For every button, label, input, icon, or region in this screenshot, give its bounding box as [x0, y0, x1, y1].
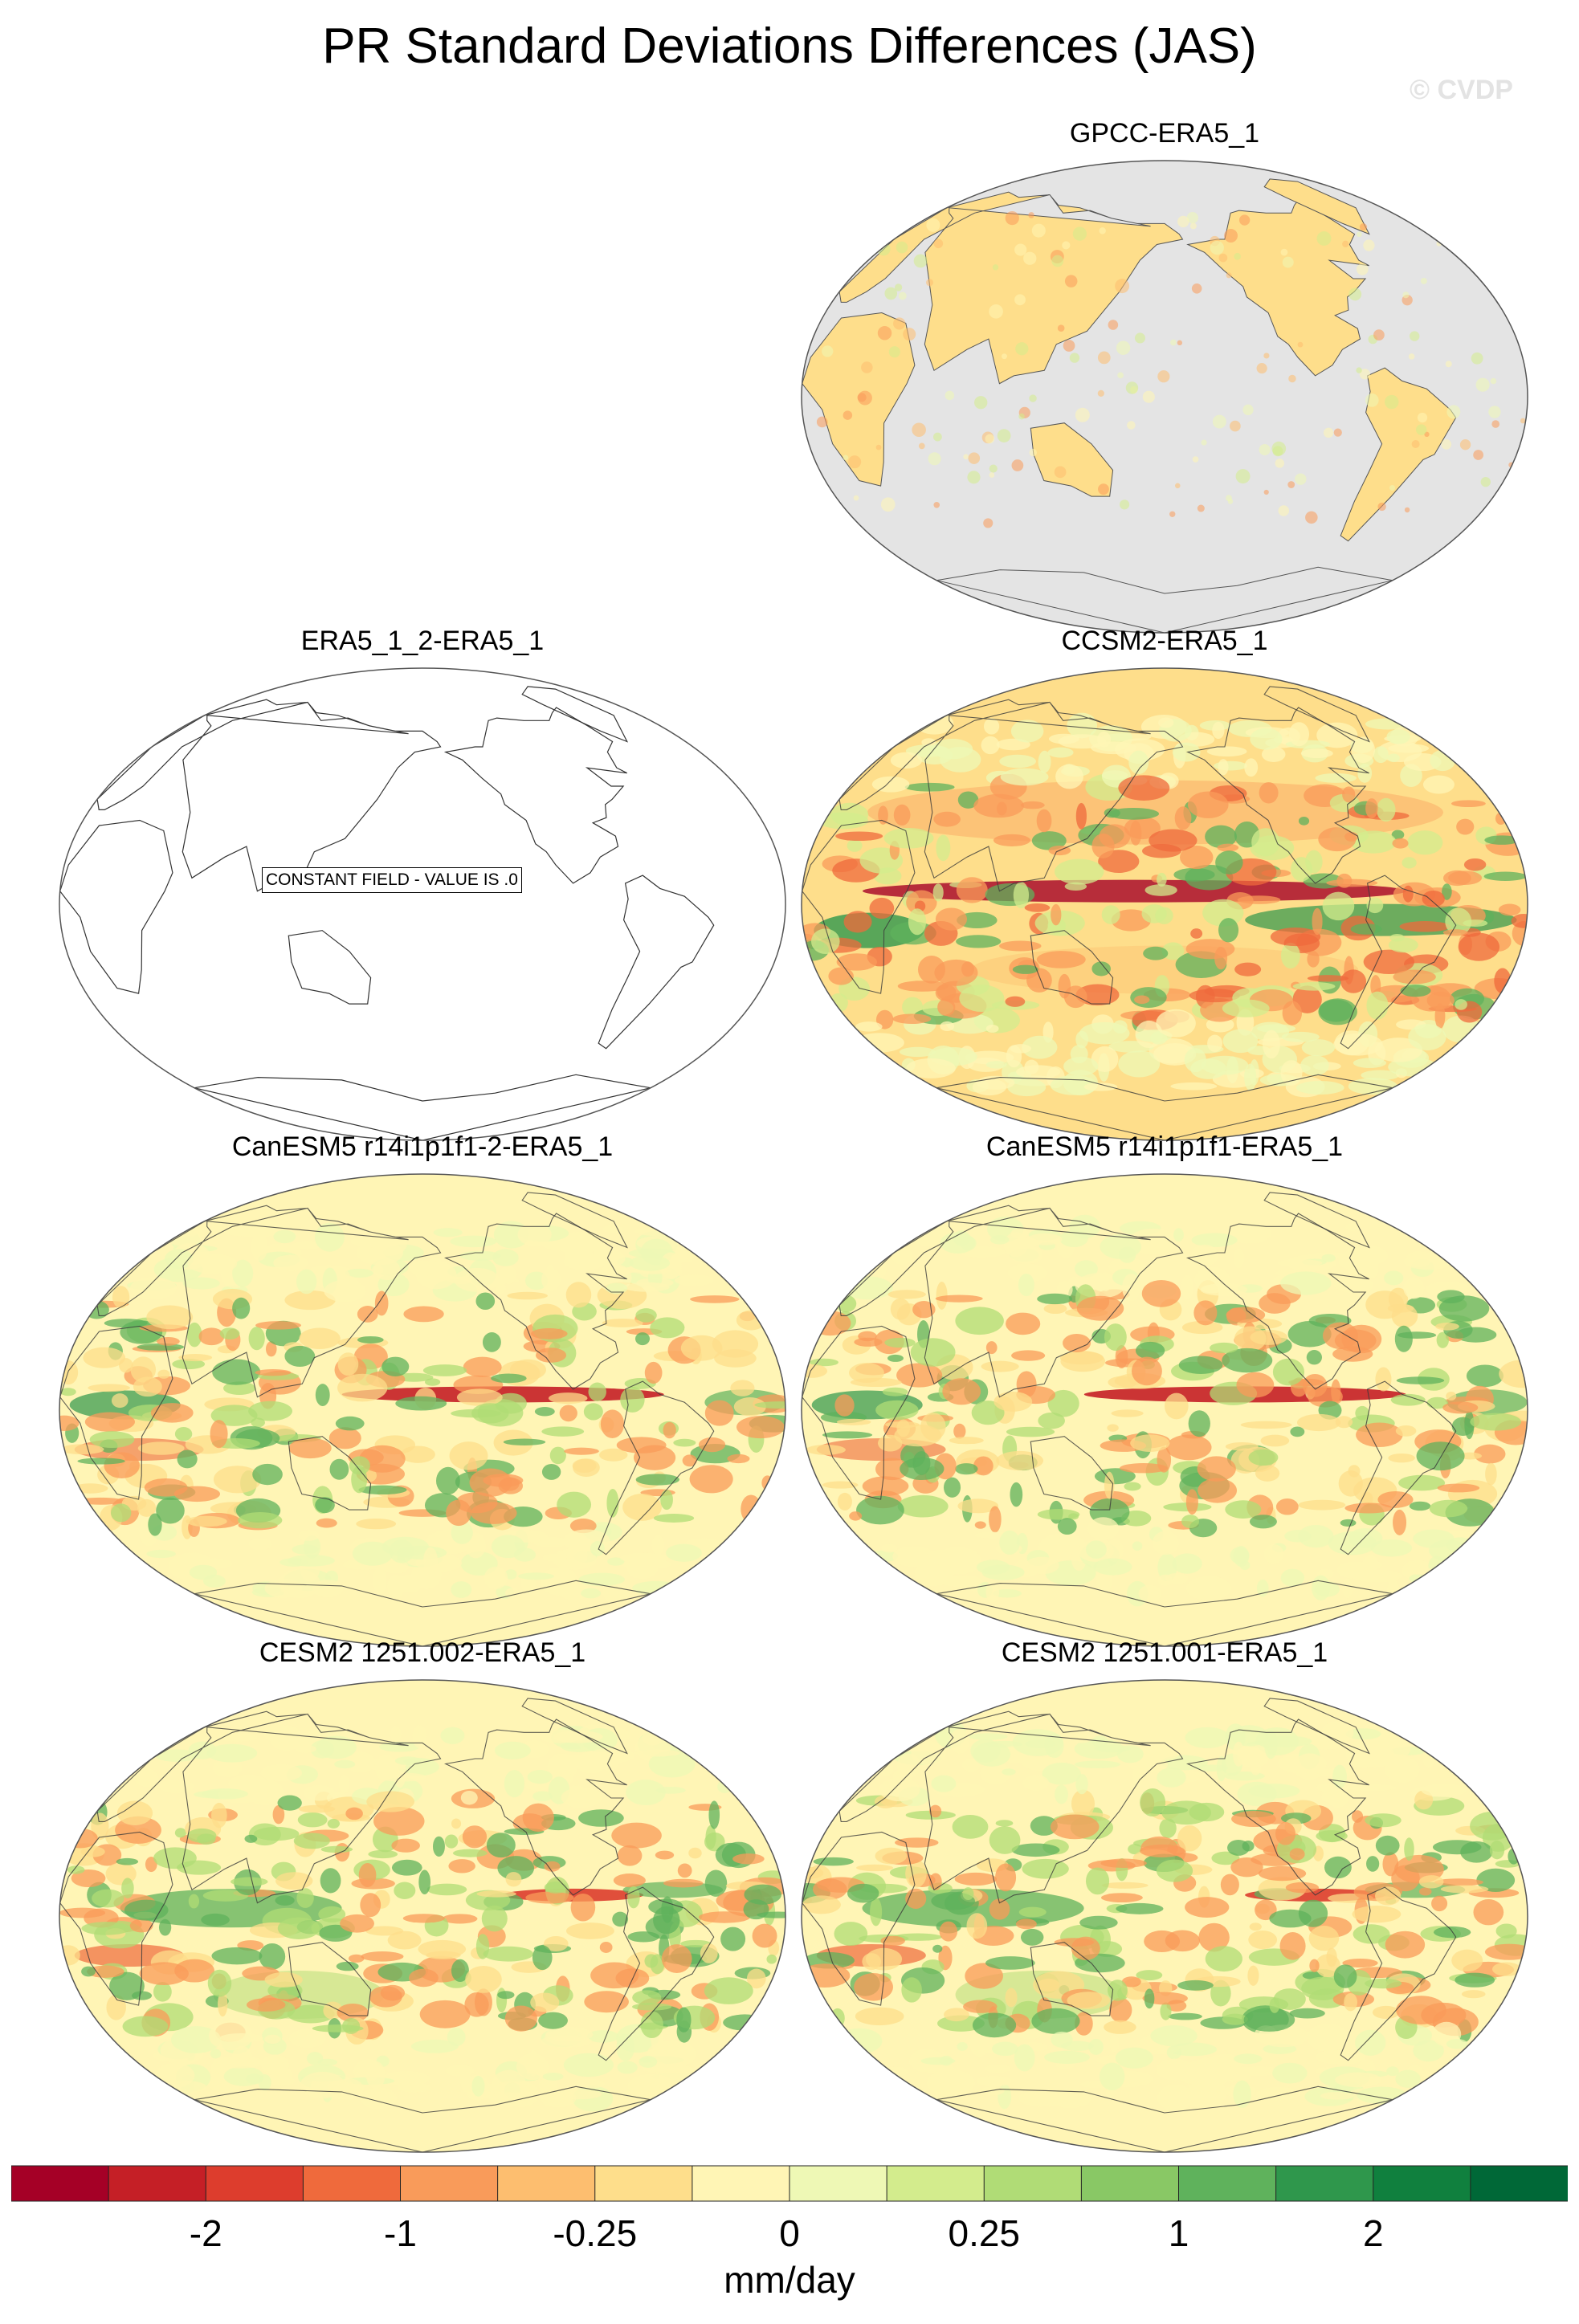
colorbar-swatch [1373, 2165, 1471, 2202]
colorbar-tick-label: 1 [1168, 2212, 1189, 2254]
panel-title: CanESM5 r14i1p1f1-ERA5_1 [985, 1131, 1344, 1162]
colorbar-swatch [886, 2165, 985, 2202]
colorbar-tick-label: -0.25 [553, 2212, 638, 2254]
colorbar-swatch [497, 2165, 596, 2202]
constant-field-note: CONSTANT FIELD - VALUE IS .0 [262, 867, 522, 893]
watermark: © CVDP [1410, 75, 1513, 105]
map-panel-ccsm2: CCSM2-ERA5_1 [795, 625, 1534, 1147]
colorbar-swatch [1275, 2165, 1374, 2202]
colorbar-swatch [1470, 2165, 1568, 2202]
map-panel-canesm5-2: CanESM5 r14i1p1f1-2-ERA5_1 [53, 1131, 792, 1653]
world-map-canesm5-2 [59, 1173, 786, 1647]
world-map-gpcc [801, 160, 1528, 634]
colorbar-swatch [692, 2165, 791, 2202]
world-map-era5-2 [59, 667, 786, 1141]
panel-title: CESM2 1251.001-ERA5_1 [1001, 1637, 1328, 1668]
colorbar-tick-label: -1 [384, 2212, 417, 2254]
panel-title: CESM2 1251.002-ERA5_1 [259, 1637, 586, 1668]
colorbar-tick-label: 0.25 [948, 2212, 1021, 2254]
panel-title: ERA5_1_2-ERA5_1 [300, 626, 545, 656]
map-panel-canesm5: CanESM5 r14i1p1f1-ERA5_1 [795, 1131, 1534, 1653]
world-map-cesm2-001 [801, 1679, 1528, 2153]
map-panel-cesm2-002: CESM2 1251.002-ERA5_1 [53, 1637, 792, 2159]
panel-title: GPCC-ERA5_1 [1069, 118, 1260, 149]
figure-title: PR Standard Deviations Differences (JAS) [322, 18, 1257, 74]
colorbar-swatch [400, 2165, 499, 2202]
map-panel-era5-2: ERA5_1_2-ERA5_1 CONSTANT FIELD - VALUE I… [53, 625, 792, 1147]
colorbar-swatch [1178, 2165, 1277, 2202]
colorbar-swatch [983, 2165, 1083, 2202]
map-panel-cesm2-001: CESM2 1251.001-ERA5_1 [795, 1637, 1534, 2159]
map-panel-gpcc: GPCC-ERA5_1 [795, 117, 1534, 639]
colorbar-swatch [11, 2165, 110, 2202]
colorbar-swatch [789, 2165, 888, 2202]
panel-title: CCSM2-ERA5_1 [1061, 626, 1268, 656]
colorbar-units: mm/day [724, 2259, 855, 2301]
colorbar-swatch [108, 2165, 207, 2202]
world-map-canesm5 [801, 1173, 1528, 1647]
colorbar-swatch [302, 2165, 402, 2202]
colorbar-tick-label: 2 [1362, 2212, 1384, 2254]
colorbar-tick-label: 0 [779, 2212, 800, 2254]
world-map-cesm2-002 [59, 1679, 786, 2153]
colorbar-tick-label: -2 [189, 2212, 222, 2254]
panel-title: CanESM5 r14i1p1f1-2-ERA5_1 [231, 1131, 614, 1162]
colorbar [11, 2165, 1568, 2202]
colorbar-swatch [205, 2165, 304, 2202]
world-map-ccsm2 [801, 667, 1528, 1141]
colorbar-swatch [1080, 2165, 1180, 2202]
colorbar-swatch [594, 2165, 693, 2202]
